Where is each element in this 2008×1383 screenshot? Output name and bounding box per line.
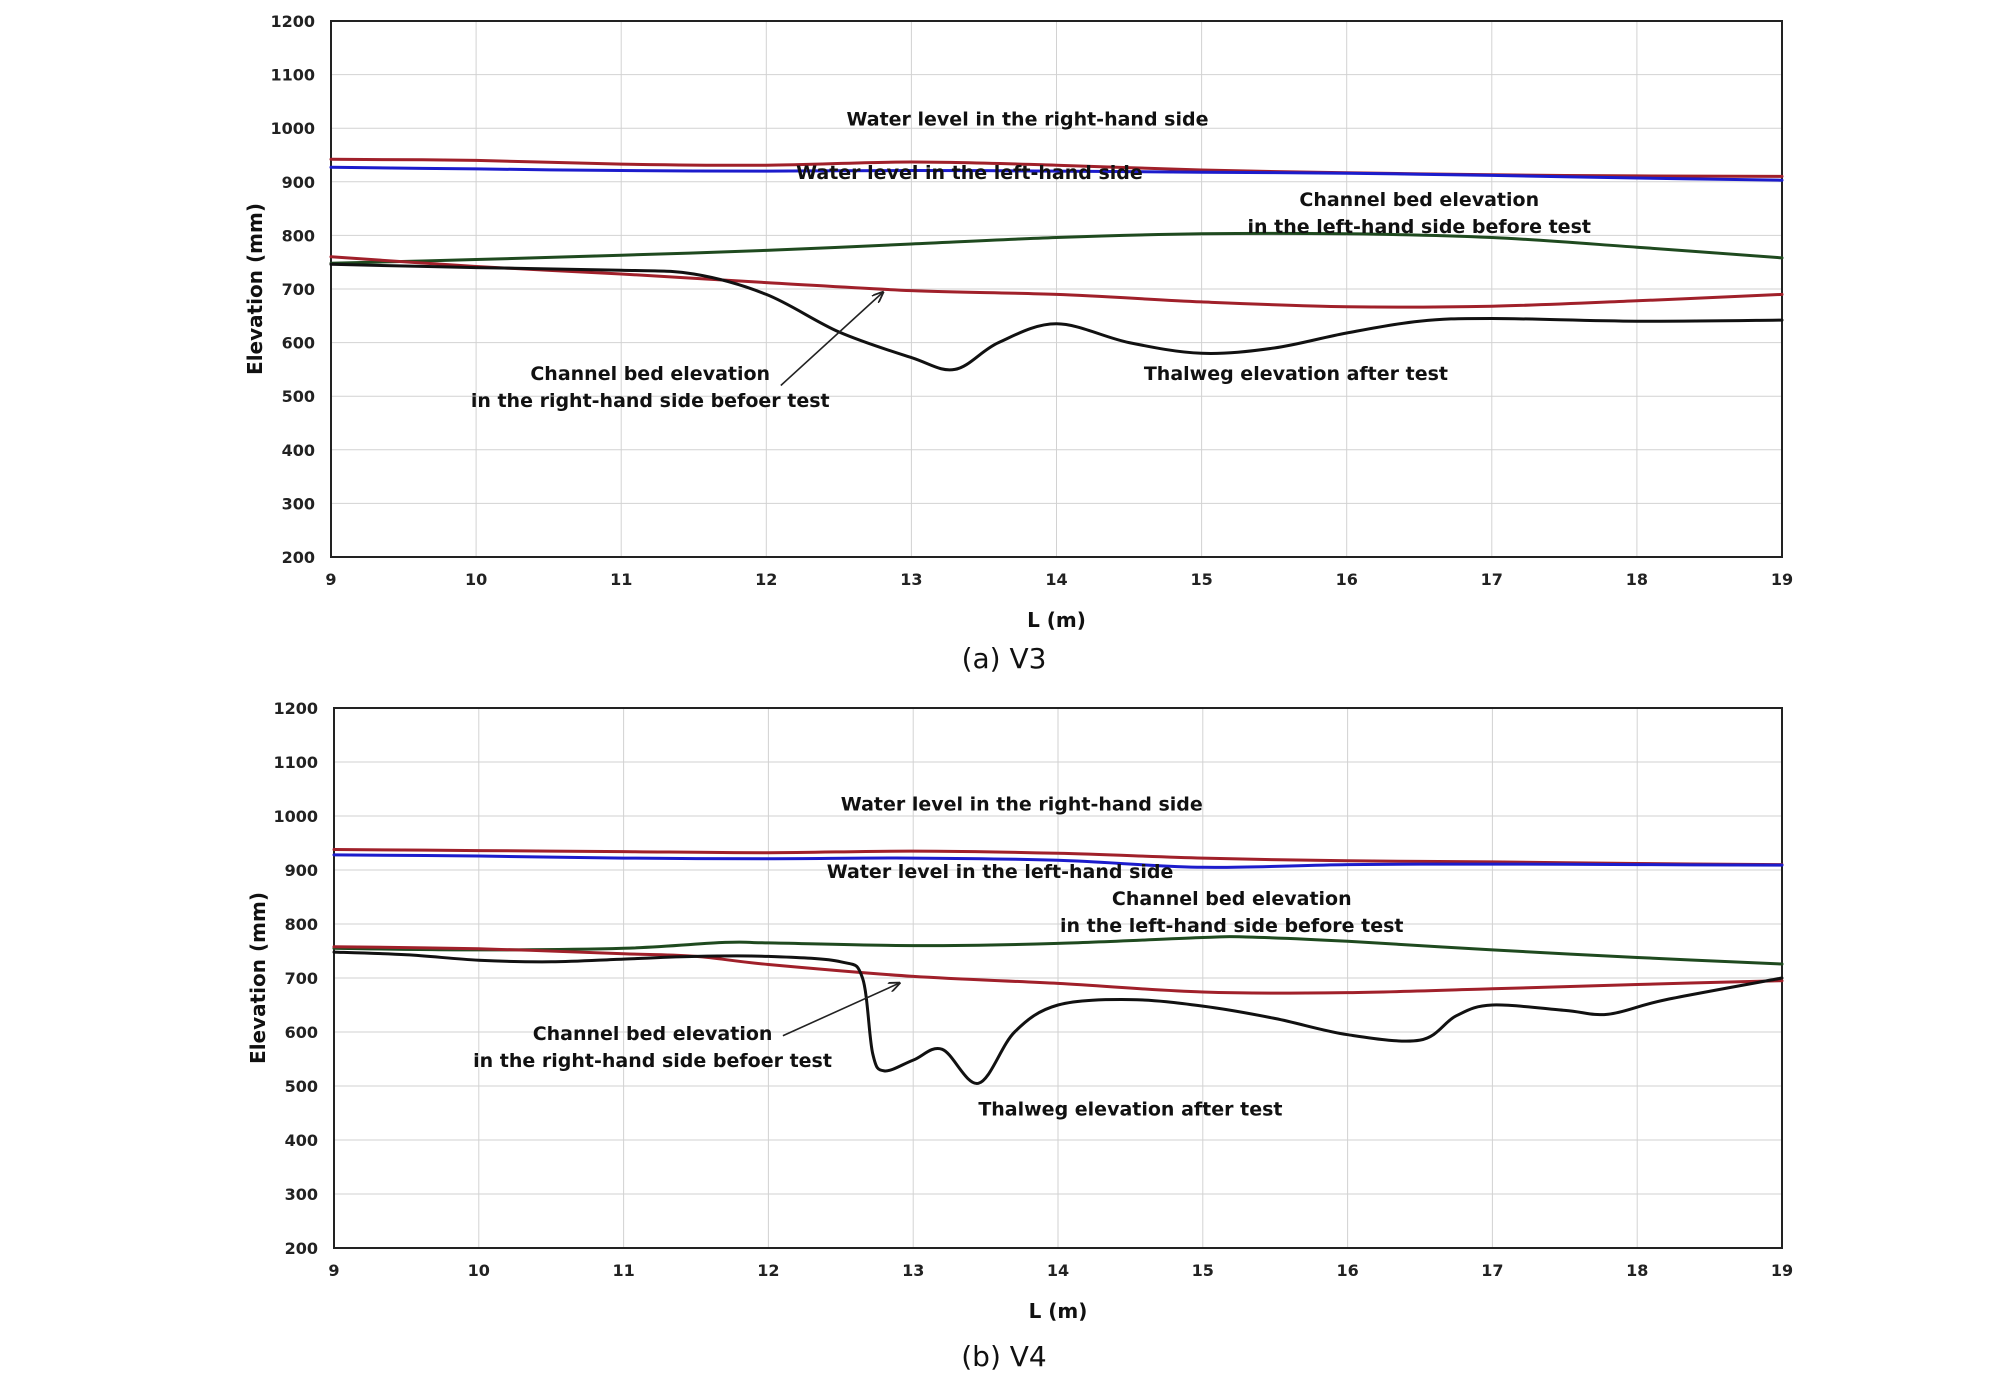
annotation-label: Channel bed elevation in the left-hand si… [1248, 189, 1591, 238]
x-tick-label: 19 [1771, 570, 1793, 589]
x-tick-label: 14 [1045, 570, 1067, 589]
x-tick-label: 16 [1336, 570, 1358, 589]
x-tick-label: 15 [1192, 1261, 1214, 1280]
x-tick-label: 13 [902, 1261, 924, 1280]
annotation-label: Channel bed elevation in the left-hand si… [1060, 888, 1403, 937]
x-tick-label: 17 [1481, 570, 1503, 589]
y-tick-label: 500 [285, 1077, 318, 1096]
x-tick-label: 10 [465, 570, 487, 589]
series-line-wl-left [329, 165, 1784, 182]
y-tick-label: 900 [282, 173, 315, 192]
y-tick-label: 700 [285, 969, 318, 988]
y-tick-label: 1000 [273, 807, 318, 826]
x-tick-label: 9 [328, 1261, 339, 1280]
series-line-wl-right [332, 848, 1784, 867]
x-tick-label: 17 [1481, 1261, 1503, 1280]
x-tick-label: 12 [755, 570, 777, 589]
y-tick-label: 800 [285, 915, 318, 934]
annotation-label: Channel bed elevation in the right-hand s… [471, 363, 830, 412]
y-tick-label: 1100 [270, 66, 315, 85]
chart-caption: (b) V4 [961, 1340, 1047, 1373]
x-tick-label: 12 [757, 1261, 779, 1280]
y-tick-label: 1000 [270, 119, 315, 138]
series-line-bed-right [332, 945, 1784, 995]
x-tick-label: 9 [325, 570, 336, 589]
chart-panel-v3: 9 10 11 12 13 14 15 16 17 18 19 200 300 400 500 600 700 8… [0, 0, 2008, 690]
series-line-bed-left [332, 935, 1784, 966]
x-tick-label: 13 [900, 570, 922, 589]
annotation-label: Thalweg elevation after test [1144, 363, 1448, 385]
chart-v3: 9 10 11 12 13 14 15 16 17 18 19 200 300 400 500 600 700 8… [243, 12, 1793, 632]
annotation-label: Water level in the left-hand side [827, 861, 1174, 883]
y-tick-label: 600 [285, 1023, 318, 1042]
plot-area-frame [330, 20, 1783, 558]
series-line-bed-left [329, 231, 1784, 265]
y-tick-label: 700 [282, 280, 315, 299]
y-axis-title: Elevation (mm) [243, 203, 267, 375]
y-tick-label: 900 [285, 861, 318, 880]
x-tick-label: 18 [1626, 570, 1648, 589]
y-tick-label: 800 [282, 226, 315, 245]
x-tick-label: 11 [612, 1261, 634, 1280]
chart-caption: (a) V3 [961, 642, 1047, 675]
annotation-label: Water level in the left-hand side [796, 162, 1143, 184]
series-line-wl-left [332, 853, 1784, 869]
series-line-thalweg [332, 950, 1784, 1085]
y-tick-label: 200 [285, 1239, 318, 1258]
y-tick-label: 1100 [273, 753, 318, 772]
x-tick-label: 19 [1771, 1261, 1793, 1280]
annotation-label: Channel bed elevation in the right-hand s… [473, 1023, 832, 1072]
annotation-arrow [782, 983, 899, 1037]
y-tick-label: 400 [285, 1131, 318, 1150]
x-tick-label: 11 [610, 570, 632, 589]
x-tick-label: 10 [468, 1261, 490, 1280]
y-tick-label: 300 [285, 1185, 318, 1204]
y-tick-label: 500 [282, 387, 315, 406]
chart-v4: 9 10 11 12 13 14 15 16 17 18 19 200 300 400 500 600 700 8… [246, 699, 1793, 1323]
series-line-bed-right [329, 255, 1784, 309]
annotation-label: Thalweg elevation after test [978, 1099, 1282, 1121]
x-tick-label: 15 [1190, 570, 1212, 589]
y-axis-title: Elevation (mm) [246, 892, 270, 1064]
y-tick-label: 400 [282, 441, 315, 460]
annotation-label: Water level in the right-hand side [841, 794, 1203, 816]
y-tick-label: 200 [282, 548, 315, 567]
series-line-thalweg [329, 262, 1784, 372]
y-tick-label: 300 [282, 494, 315, 513]
x-axis-title: L (m) [1029, 1299, 1088, 1323]
y-tick-label: 600 [282, 334, 315, 353]
x-tick-label: 14 [1047, 1261, 1069, 1280]
x-tick-label: 16 [1336, 1261, 1358, 1280]
x-tick-label: 18 [1626, 1261, 1648, 1280]
y-tick-label: 1200 [273, 699, 318, 718]
chart-panel-v4: 9 10 11 12 13 14 15 16 17 18 19 200 300 400 500 600 700 8… [0, 690, 2008, 1383]
annotation-label: Water level in the right-hand side [846, 109, 1208, 131]
x-axis-title: L (m) [1027, 608, 1086, 632]
y-tick-label: 1200 [270, 12, 315, 31]
annotation-arrow [780, 293, 883, 387]
